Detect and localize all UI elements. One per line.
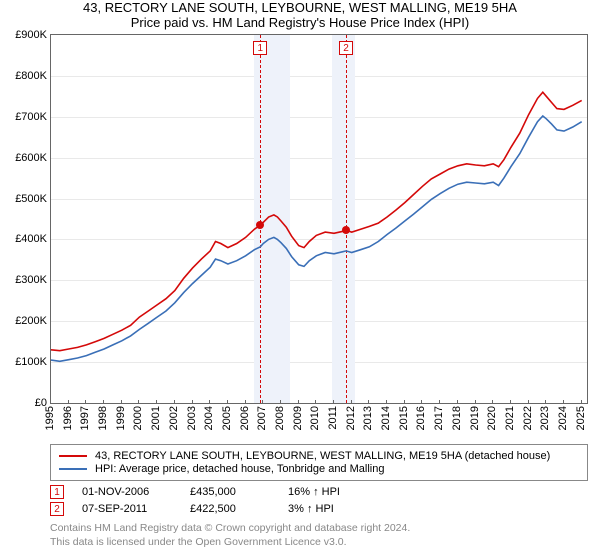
x-axis-label: 1995	[44, 406, 56, 430]
sale-price: £422,500	[190, 503, 270, 515]
y-axis-label: £200K	[15, 315, 51, 327]
x-axis-label: 2001	[150, 406, 162, 430]
x-axis-label: 1996	[62, 406, 74, 430]
x-axis-label: 1998	[97, 406, 109, 430]
y-axis-label: £900K	[15, 29, 51, 41]
x-axis-label: 2024	[557, 406, 569, 430]
price-chart: £0£100K£200K£300K£400K£500K£600K£700K£80…	[50, 34, 588, 404]
sale-delta: 3% ↑ HPI	[288, 503, 334, 515]
x-axis-label: 2002	[168, 406, 180, 430]
y-axis-label: £800K	[15, 70, 51, 82]
sale-events: 1 01-NOV-2006 £435,000 16% ↑ HPI 2 07-SE…	[50, 485, 588, 516]
x-axis-label: 2005	[221, 406, 233, 430]
x-axis-label: 2018	[451, 406, 463, 430]
x-axis-label: 2006	[239, 406, 251, 430]
x-axis-label: 2017	[433, 406, 445, 430]
x-axis-label: 2012	[345, 406, 357, 430]
footer-line: This data is licensed under the Open Gov…	[50, 536, 588, 550]
x-axis-label: 2022	[522, 406, 534, 430]
sale-marker-icon: 1	[50, 485, 64, 499]
sale-delta: 16% ↑ HPI	[288, 486, 340, 498]
y-axis-label: £300K	[15, 274, 51, 286]
page-title: 43, RECTORY LANE SOUTH, LEYBOURNE, WEST …	[0, 0, 600, 15]
x-axis-label: 2014	[380, 406, 392, 430]
x-axis-label: 2020	[486, 406, 498, 430]
x-axis-label: 2011	[327, 406, 339, 430]
legend-item-hpi: HPI: Average price, detached house, Tonb…	[59, 463, 579, 475]
x-axis-label: 2021	[504, 406, 516, 430]
sale-date: 07-SEP-2011	[82, 503, 172, 515]
x-axis-label: 2013	[362, 406, 374, 430]
chart-legend: 43, RECTORY LANE SOUTH, LEYBOURNE, WEST …	[50, 444, 588, 481]
sale-event-row: 1 01-NOV-2006 £435,000 16% ↑ HPI	[50, 485, 588, 499]
legend-label: HPI: Average price, detached house, Tonb…	[95, 463, 384, 475]
x-axis-label: 2019	[469, 406, 481, 430]
x-axis-label: 1997	[79, 406, 91, 430]
x-axis-label: 2016	[415, 406, 427, 430]
legend-swatch	[59, 455, 87, 457]
sale-event-row: 2 07-SEP-2011 £422,500 3% ↑ HPI	[50, 502, 588, 516]
y-axis-label: £600K	[15, 152, 51, 164]
x-axis-label: 2010	[309, 406, 321, 430]
x-axis-label: 2023	[539, 406, 551, 430]
x-axis-label: 2015	[398, 406, 410, 430]
sale-date: 01-NOV-2006	[82, 486, 172, 498]
x-axis-labels: 1995199619971998199920002001200220032004…	[50, 404, 588, 438]
y-axis-label: £100K	[15, 356, 51, 368]
sale-marker-icon: 2	[50, 502, 64, 516]
series-property	[51, 92, 582, 351]
legend-item-property: 43, RECTORY LANE SOUTH, LEYBOURNE, WEST …	[59, 450, 579, 462]
y-axis-label: £500K	[15, 193, 51, 205]
x-axis-label: 2003	[186, 406, 198, 430]
x-axis-label: 2000	[132, 406, 144, 430]
x-axis-label: 1999	[115, 406, 127, 430]
legend-label: 43, RECTORY LANE SOUTH, LEYBOURNE, WEST …	[95, 450, 550, 462]
sale-price: £435,000	[190, 486, 270, 498]
x-axis-label: 2008	[274, 406, 286, 430]
y-axis-label: £400K	[15, 233, 51, 245]
footer-line: Contains HM Land Registry data © Crown c…	[50, 522, 588, 536]
attribution-footer: Contains HM Land Registry data © Crown c…	[50, 522, 588, 549]
y-axis-label: £700K	[15, 111, 51, 123]
x-axis-label: 2009	[292, 406, 304, 430]
page-subtitle: Price paid vs. HM Land Registry's House …	[0, 15, 600, 30]
x-axis-label: 2004	[203, 406, 215, 430]
x-axis-label: 2025	[575, 406, 587, 430]
legend-swatch	[59, 468, 87, 470]
x-axis-label: 2007	[256, 406, 268, 430]
